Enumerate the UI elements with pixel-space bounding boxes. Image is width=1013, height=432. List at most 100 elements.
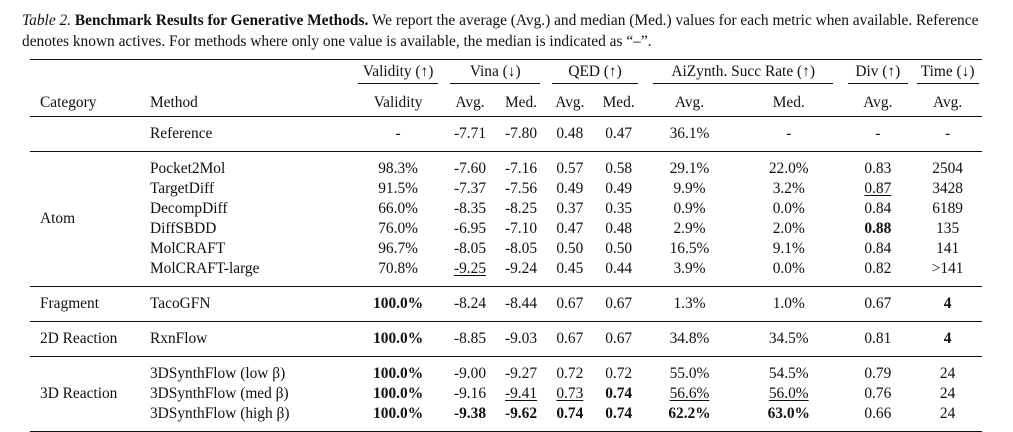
method-cell: TacoGFN — [149, 295, 211, 312]
value-cell: - — [875, 125, 881, 142]
value-cell: 0.45 — [556, 260, 584, 277]
group-header-time: Time (↓) — [916, 62, 979, 84]
table-row: Fragment TacoGFN 100.0% -8.24 -8.44 0.67… — [30, 294, 982, 314]
col-header-method: Method — [146, 89, 352, 117]
value-cell-bold: 0.88 — [864, 220, 892, 237]
value-cell: 0.67 — [556, 295, 584, 312]
method-cell: Reference — [149, 125, 213, 142]
value-cell: 0.83 — [864, 160, 892, 177]
value-cell: -9.27 — [504, 365, 538, 382]
category-cell: 2D Reaction — [40, 330, 118, 347]
col-header-time-avg: Avg. — [913, 89, 982, 117]
value-cell: 0.67 — [605, 330, 633, 347]
table-row: 3D Reaction 3DSynthFlow (low β) 100.0% -… — [30, 364, 982, 402]
table-row: 3DSynthFlow (med β) 100.0% -9.16 -9.41 0… — [30, 384, 982, 404]
value-cell: -7.16 — [504, 160, 538, 177]
value-cell-bold: 62.2% — [668, 405, 711, 422]
col-header-vina-med: Med. — [495, 89, 547, 117]
value-cell-bold: -9.38 — [453, 405, 487, 422]
method-cell: MolCRAFT — [149, 240, 226, 257]
value-cell: -8.85 — [453, 330, 487, 347]
value-cell: 0.49 — [556, 180, 584, 197]
value-cell: -9.24 — [504, 260, 538, 277]
group-header-validity: Validity (↑) — [358, 62, 439, 84]
value-cell-underlined: 56.6% — [669, 385, 710, 402]
table-row: DiffSBDD 76.0% -6.95 -7.10 0.47 0.48 2.9… — [30, 219, 982, 239]
method-cell: MolCRAFT-large — [149, 260, 260, 277]
value-cell-underlined: -9.25 — [453, 260, 487, 277]
method-cell: 3DSynthFlow (med β) — [149, 385, 289, 402]
value-cell: 0.72 — [605, 365, 633, 382]
value-cell-bold: 100.0% — [373, 405, 424, 422]
value-cell-bold: 100.0% — [373, 295, 424, 312]
value-cell: 98.3% — [378, 160, 418, 177]
value-cell: 3.2% — [772, 180, 805, 197]
value-cell-bold: 100.0% — [373, 330, 424, 347]
value-cell-bold: 100.0% — [373, 365, 424, 382]
value-cell: -8.25 — [504, 200, 538, 217]
table-row: 2D Reaction RxnFlow 100.0% -8.85 -9.03 0… — [30, 329, 982, 349]
value-cell: 0.84 — [864, 240, 892, 257]
value-cell-underlined: 56.0% — [768, 385, 809, 402]
value-cell: 0.67 — [864, 295, 892, 312]
col-header-div-avg: Avg. — [842, 89, 914, 117]
group-header-div: Div (↑) — [847, 62, 908, 84]
value-cell: -7.37 — [453, 180, 487, 197]
value-cell: 0.58 — [605, 160, 633, 177]
value-cell: 24 — [939, 365, 956, 382]
value-cell: -9.03 — [504, 330, 538, 347]
table-row: Atom Pocket2Mol 98.3% -7.60 -7.16 0.57 0… — [30, 159, 982, 227]
value-cell: 76.0% — [378, 220, 418, 237]
value-cell-bold: 0.74 — [605, 405, 633, 422]
value-cell-bold: 4 — [943, 295, 952, 312]
method-cell: DecompDiff — [149, 200, 228, 217]
value-cell-bold: 0.74 — [605, 385, 633, 402]
value-cell: 66.0% — [378, 200, 418, 217]
value-cell: >141 — [931, 260, 964, 277]
value-cell: -7.10 — [504, 220, 538, 237]
header-sub-row: Category Method Validity Avg. Med. Avg. … — [30, 89, 982, 117]
value-cell: -7.71 — [453, 125, 487, 142]
value-cell: 0.47 — [556, 220, 584, 237]
value-cell: 0.0% — [772, 260, 805, 277]
value-cell: -9.16 — [453, 385, 487, 402]
method-cell: RxnFlow — [149, 330, 208, 347]
value-cell: 0.82 — [864, 260, 892, 277]
table-row: TargetDiff 91.5% -7.37 -7.56 0.49 0.49 9… — [30, 179, 982, 199]
col-header-qed-avg: Avg. — [546, 89, 594, 117]
value-cell: 6189 — [932, 200, 963, 217]
value-cell: 24 — [939, 405, 956, 422]
value-cell: 3428 — [932, 180, 963, 197]
value-cell: 0.66 — [864, 405, 892, 422]
value-cell: 0.81 — [864, 330, 892, 347]
col-header-aizynth-avg: Avg. — [643, 89, 736, 117]
category-cell: Atom — [40, 210, 76, 227]
method-cell: 3DSynthFlow (high β) — [149, 405, 290, 422]
category-cell: 3D Reaction — [40, 385, 118, 402]
value-cell: 141 — [936, 240, 960, 257]
method-cell: DiffSBDD — [149, 220, 217, 237]
value-cell-bold: 100.0% — [373, 385, 424, 402]
value-cell: 0.76 — [864, 385, 892, 402]
results-table: Validity (↑) Vina (↓) QED (↑) AiZynth. S… — [30, 59, 982, 432]
table-row-reference: Reference - -7.71 -7.80 0.48 0.47 36.1% … — [30, 124, 982, 144]
value-cell: 34.5% — [768, 330, 809, 347]
value-cell-underlined: 0.87 — [864, 180, 892, 197]
value-cell: 0.47 — [605, 125, 633, 142]
value-cell: 24 — [939, 385, 956, 402]
value-cell: 1.3% — [673, 295, 706, 312]
value-cell: -8.35 — [453, 200, 487, 217]
table-row: 3DSynthFlow (high β) 100.0% -9.38 -9.62 … — [30, 404, 982, 424]
value-cell: 54.5% — [768, 365, 809, 382]
value-cell-bold: 4 — [943, 330, 952, 347]
value-cell: -8.44 — [504, 295, 538, 312]
value-cell: -7.56 — [504, 180, 538, 197]
value-cell: - — [786, 125, 792, 142]
table-caption: Table 2. Benchmark Results for Generativ… — [22, 10, 1000, 52]
group-header-vina: Vina (↓) — [450, 62, 541, 84]
value-cell-underlined: 0.73 — [556, 385, 584, 402]
value-cell: 0.50 — [605, 240, 633, 257]
value-cell: -7.60 — [453, 160, 487, 177]
group-header-aizynth: AiZynth. Succ Rate (↑) — [653, 62, 834, 84]
table-row: MolCRAFT-large 70.8% -9.25 -9.24 0.45 0.… — [30, 259, 982, 279]
